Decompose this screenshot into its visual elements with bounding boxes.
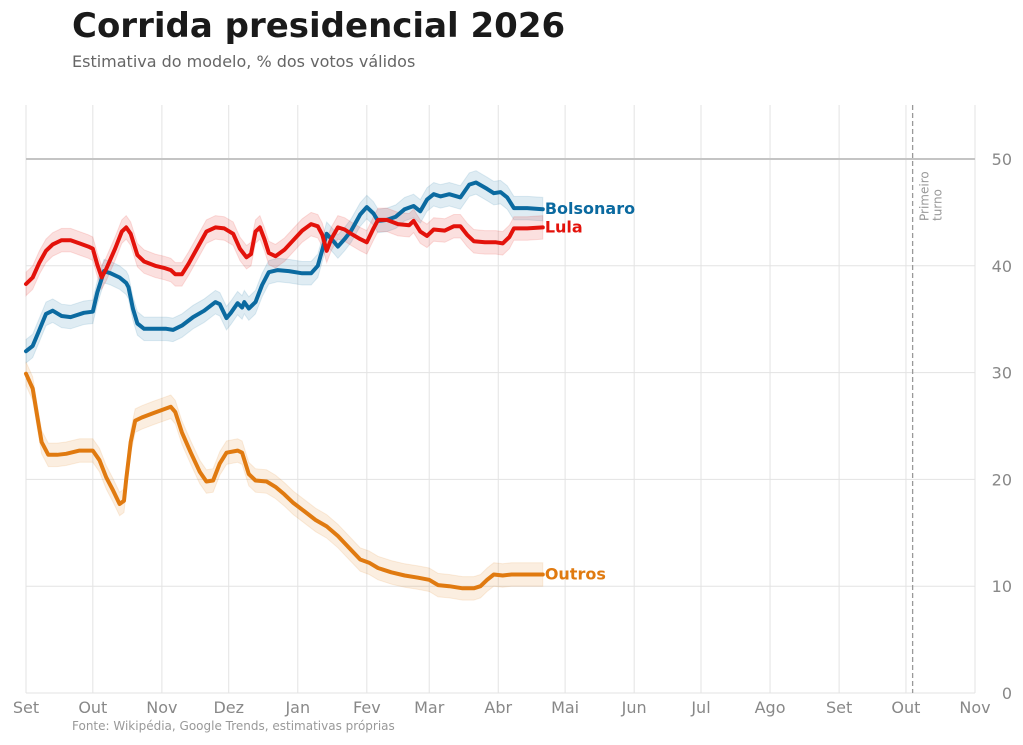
- y-tick-label: 20: [992, 470, 1012, 489]
- x-tick-label: Ago: [755, 698, 786, 717]
- election-label-line1: Primeiro: [918, 171, 932, 221]
- election-label: Primeiroturno: [918, 171, 945, 221]
- x-tick-label: Jan: [284, 698, 310, 717]
- x-tick-label: Set: [826, 698, 852, 717]
- x-tick-label: Jun: [621, 698, 647, 717]
- x-tick-label: Jul: [690, 698, 710, 717]
- x-tick-label: Set: [13, 698, 39, 717]
- band-outros: [25, 361, 544, 601]
- x-tick-label: Nov: [959, 698, 990, 717]
- x-axis-ticks: Set Out Nov Dez Jan Fev Mar Abr Mai Jun Jul Ago Set O…: [13, 698, 991, 717]
- line-bolsonaro: [24, 180, 545, 354]
- y-axis-ticks: 0 10 20 30 40 50: [992, 150, 1012, 703]
- y-tick-label: 10: [992, 577, 1012, 596]
- gridlines: [25, 105, 976, 694]
- source-note: Fonte: Wikipédia, Google Trends, estimat…: [72, 719, 395, 733]
- x-tick-label: Dez: [213, 698, 244, 717]
- election-annotation: Primeiroturno: [911, 105, 945, 693]
- x-tick-label: Out: [78, 698, 107, 717]
- chart-subtitle: Estimativa do modelo, % dos votos válido…: [72, 52, 416, 71]
- election-label-line2: turno: [931, 189, 945, 221]
- x-tick-label: Out: [891, 698, 920, 717]
- band-bolsonaro: [25, 170, 544, 365]
- line-outros: [24, 371, 545, 591]
- chart-title: Corrida presidencial 2026: [72, 6, 566, 46]
- y-tick-label: 30: [992, 364, 1012, 383]
- y-tick-label: 0: [1002, 684, 1012, 703]
- series-label-outros: Outros: [545, 564, 606, 583]
- line-lula: [24, 217, 545, 286]
- series-lines: [24, 180, 545, 591]
- y-tick-label: 50: [992, 150, 1012, 169]
- series-label-bolsonaro: Bolsonaro: [545, 199, 635, 218]
- x-tick-label: Nov: [146, 698, 177, 717]
- x-tick-label: Abr: [484, 698, 512, 717]
- x-tick-label: Mar: [414, 698, 445, 717]
- x-tick-label: Fev: [353, 698, 381, 717]
- y-tick-label: 40: [992, 257, 1012, 276]
- x-tick-label: Mai: [551, 698, 579, 717]
- series-label-lula: Lula: [545, 217, 583, 236]
